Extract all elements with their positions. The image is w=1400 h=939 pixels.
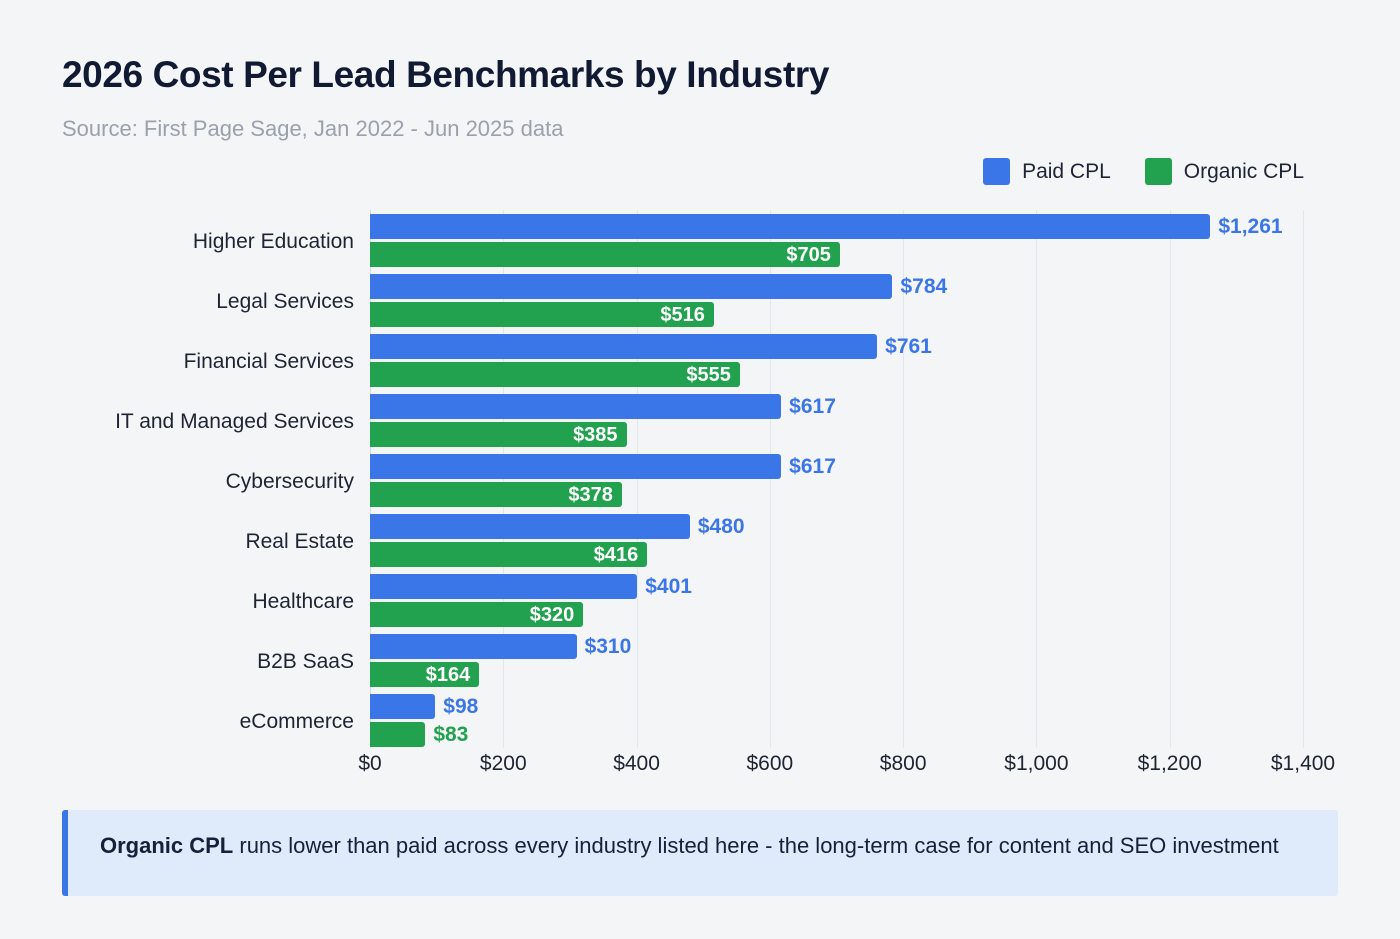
x-axis-tick-labels: $0 $200 $400 $600 $800 $1,000 $1,200 $1,400 (358, 752, 1335, 786)
bar-value-label: $784 (900, 275, 948, 298)
y-axis-label-cybersecurity: Cybersecurity (225, 470, 354, 493)
x-tick-label: $200 (479, 752, 527, 775)
bar-value-label: $416 (593, 543, 639, 566)
legend-item-paid[interactable]: Paid CPL (983, 158, 1111, 185)
y-axis-label-b2b-saas: B2B SaaS (257, 650, 354, 673)
bar-row-organic: $555 (370, 362, 740, 387)
bar-row-organic: $378 (370, 482, 622, 507)
bar-value-label: $761 (885, 335, 932, 358)
bar-organic[interactable]: $320 (370, 602, 584, 627)
x-tick-label: $1,400 (1270, 752, 1336, 775)
bar-group: $1,261 $705 (370, 214, 1303, 267)
bar-row-paid: $401 (370, 574, 692, 599)
legend-label-paid: Paid CPL (1022, 159, 1111, 183)
y-axis-category-labels: Higher Education Legal Services Financial … (0, 210, 354, 748)
legend-swatch-paid-icon (983, 158, 1011, 185)
bar-rows: $1,261 $705 $784 $516 $761 $555 $617 $385 $617 $3… (370, 210, 1303, 748)
bar-value-label: $1,261 (1218, 215, 1283, 238)
bar-paid[interactable] (370, 694, 436, 719)
y-axis-label-real-estate: Real Estate (245, 530, 354, 553)
y-axis-label-higher-education: Higher Education (192, 230, 354, 253)
bar-value-label: $385 (573, 423, 618, 446)
bar-row-paid: $310 (370, 634, 631, 659)
x-tick-label: $400 (613, 752, 660, 775)
bar-row-organic: $320 (370, 602, 584, 627)
bar-row-organic: $705 (370, 242, 840, 267)
bar-row-organic: $164 (370, 662, 480, 687)
y-axis-label-healthcare: Healthcare (252, 590, 354, 613)
bar-organic[interactable]: $385 (370, 422, 627, 447)
bar-value-label: $378 (568, 483, 613, 506)
bar-organic[interactable]: $378 (370, 482, 622, 507)
x-tick-label: $800 (879, 752, 927, 775)
bar-value-label: $555 (686, 363, 731, 386)
bar-row-organic: $385 (370, 422, 627, 447)
chart-legend: Paid CPL Organic CPL (983, 158, 1304, 185)
bar-value-label: $83 (433, 723, 469, 746)
bar-row-paid: $1,261 (370, 214, 1283, 239)
bar-paid[interactable] (370, 214, 1211, 239)
bar-paid[interactable] (370, 334, 878, 359)
bar-paid[interactable] (370, 454, 782, 479)
bar-paid[interactable] (370, 574, 638, 599)
bar-row-paid: $617 (370, 454, 836, 479)
plot-area: $1,261 $705 $784 $516 $761 $555 $617 $385 $617 $3… (370, 210, 1304, 748)
bar-group: $784 $516 (370, 274, 1303, 327)
bar-organic[interactable]: $416 (370, 542, 648, 567)
bar-group: $310 $164 (370, 634, 1303, 687)
x-tick-label: $600 (746, 752, 794, 775)
bar-row-paid: $480 (370, 514, 745, 539)
bar-value-label: $310 (584, 635, 632, 658)
bar-group: $98 $83 (370, 694, 1303, 747)
bar-value-label: $617 (789, 395, 836, 418)
bar-group: $617 $378 (370, 454, 1303, 507)
bar-organic[interactable]: $164 (370, 662, 480, 687)
bar-value-label: $516 (660, 303, 705, 326)
bar-row-paid: $784 (370, 274, 947, 299)
bar-value-label: $164 (425, 663, 471, 686)
bar-row-paid: $617 (370, 394, 836, 419)
bar-group: $761 $555 (370, 334, 1303, 387)
bar-row-paid: $98 (370, 694, 478, 719)
bar-organic[interactable]: $705 (370, 242, 840, 267)
bar-organic[interactable]: $516 (370, 302, 714, 327)
bar-value-label: $705 (786, 243, 831, 266)
bar-group: $617 $385 (370, 394, 1303, 447)
legend-label-organic: Organic CPL (1183, 159, 1304, 183)
bar-value-label: $617 (789, 455, 836, 478)
bar-paid[interactable] (370, 394, 782, 419)
page-title: 2026 Cost Per Lead Benchmarks by Industr… (62, 54, 830, 95)
bar-paid[interactable] (370, 514, 690, 539)
chart-subtitle: Source: First Page Sage, Jan 2022 - Jun … (62, 116, 564, 141)
y-axis-label-ecommerce: eCommerce (239, 710, 354, 733)
y-axis-label-financial-services: Financial Services (183, 350, 354, 373)
bar-row-paid: $761 (370, 334, 932, 359)
insight-callout-rest: runs lower than paid across every indust… (233, 833, 1279, 858)
bar-row-organic: $83 (370, 722, 468, 747)
gridline-1400 (1303, 210, 1304, 748)
x-tick-label: $0 (358, 752, 382, 775)
insight-callout-lead: Organic CPL (100, 833, 234, 858)
bar-row-organic: $516 (370, 302, 714, 327)
bar-value-label: $320 (529, 603, 575, 626)
bar-organic[interactable] (370, 722, 426, 747)
x-tick-label: $1,200 (1137, 752, 1202, 775)
legend-swatch-organic-icon (1144, 158, 1172, 185)
bar-value-label: $401 (645, 575, 692, 598)
bar-value-label: $480 (697, 515, 745, 538)
insight-callout: Organic CPL runs lower than paid across … (62, 810, 1338, 896)
bar-paid[interactable] (370, 274, 893, 299)
bar-value-label: $98 (443, 695, 479, 718)
bar-group: $480 $416 (370, 514, 1303, 567)
y-axis-label-it-and-managed-services: IT and Managed Services (115, 410, 354, 433)
x-tick-label: $1,000 (1004, 752, 1069, 775)
bar-paid[interactable] (370, 634, 577, 659)
insight-callout-text: Organic CPL runs lower than paid across … (100, 830, 1312, 861)
legend-item-organic[interactable]: Organic CPL (1144, 158, 1304, 185)
y-axis-label-legal-services: Legal Services (216, 290, 354, 313)
bar-organic[interactable]: $555 (370, 362, 740, 387)
bar-group: $401 $320 (370, 574, 1303, 627)
bar-row-organic: $416 (370, 542, 648, 567)
